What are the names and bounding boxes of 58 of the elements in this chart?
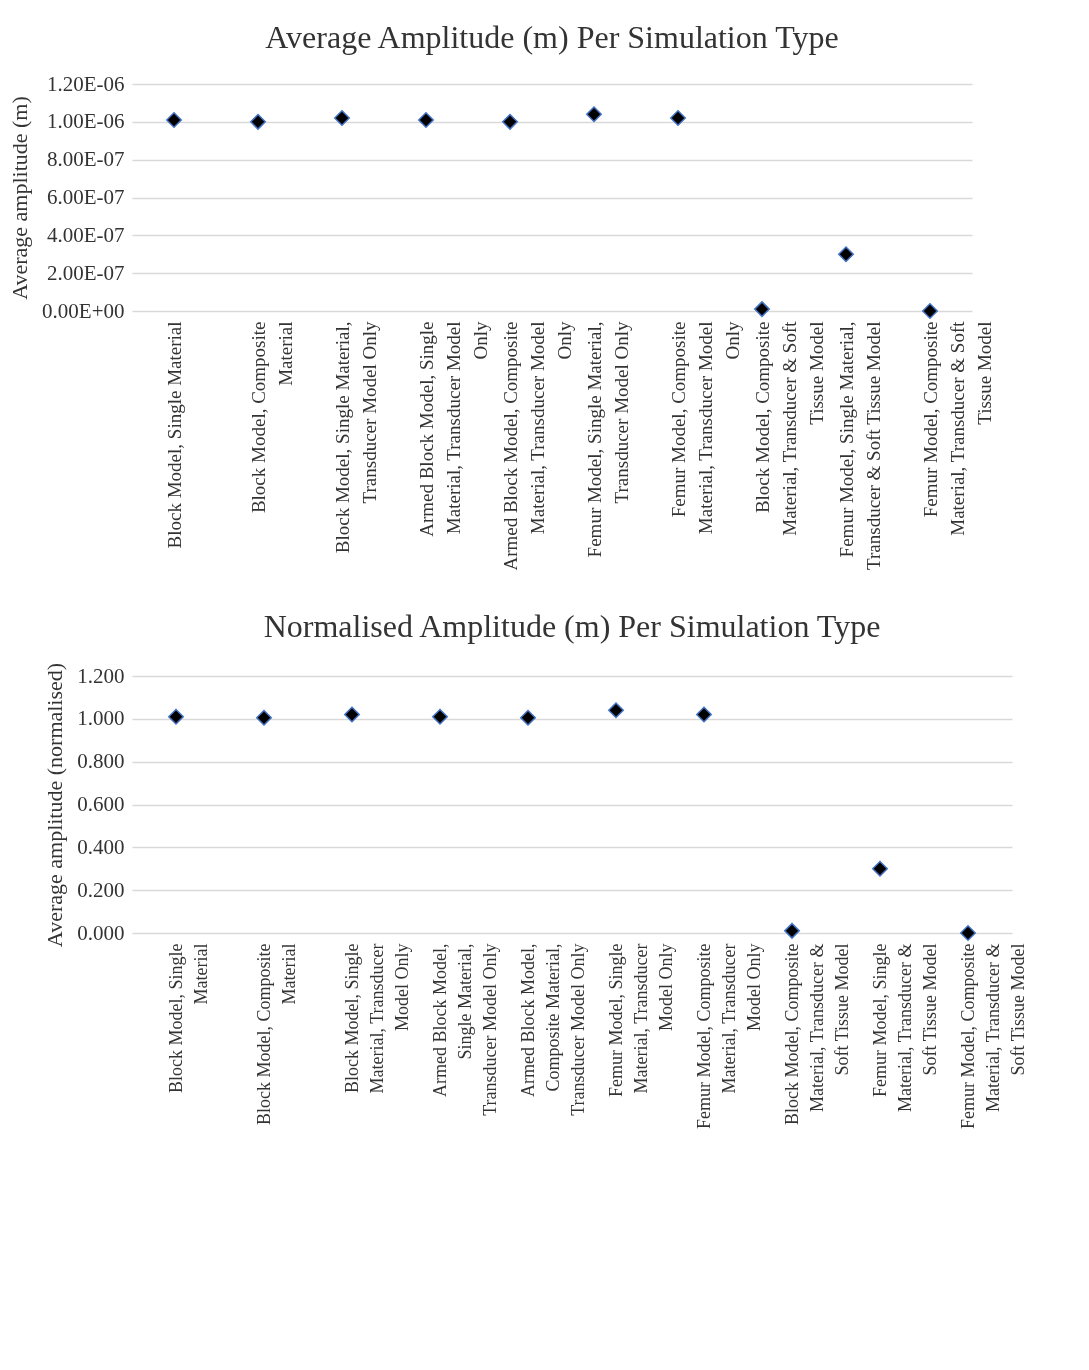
point (696, 706, 712, 723)
y-tick-label: 6.00E-07 (46, 185, 125, 209)
y-tick-label: 0.200 (77, 877, 125, 902)
point (754, 301, 770, 318)
x-tick-label: Femur Model, Single Material, Transducer Model Only (605, 943, 676, 1097)
x-tick-label: Block Model, Single Material (165, 943, 211, 1093)
point (838, 246, 854, 263)
x-tick-label: Femur Model, Single Material, Transducer & Soft Tissue Model (835, 321, 884, 570)
point (334, 110, 350, 127)
y-tick-label: 8.00E-07 (46, 147, 125, 172)
point (256, 709, 272, 726)
x-tick-label: Armed Block Model, Single Material, Transducer Model Only (415, 321, 491, 537)
point (520, 709, 536, 726)
point (960, 925, 976, 941)
point (670, 110, 686, 127)
y-tick-label: 0.000 (77, 920, 125, 945)
x-tick-label: Femur Model, Composite Material, Transducer Model Only (667, 321, 743, 535)
x-tick-label: Block Model, Composite Material (253, 943, 299, 1125)
point (586, 106, 602, 123)
point (502, 113, 518, 130)
point (168, 708, 184, 725)
point (166, 111, 182, 128)
y-tick-label: 4.00E-07 (46, 222, 125, 247)
x-tick-label: Block Model, Single Material, Transducer Model Only (341, 943, 412, 1094)
y-tick-label: 2.00E-07 (46, 260, 125, 285)
y-tick-label: 0.400 (77, 834, 125, 859)
point (418, 111, 434, 128)
x-tick-label: Armed Block Model, Single Material, Transducer Model Only (429, 943, 500, 1116)
point (250, 113, 266, 130)
x-tick-label: Femur Model, Single Material, Transducer Model Only (583, 321, 632, 558)
y-tick-label: 1.20E-06 (46, 71, 125, 96)
point (608, 702, 624, 719)
y-axis-title: Average amplitude (m) (7, 96, 33, 300)
x-tick-label: Armed Block Model, Composite Material, Transducer Model Only (499, 321, 575, 571)
y-axis-title: Average amplitude (normalised) (42, 662, 68, 948)
y-tick-label: 1.000 (77, 706, 125, 731)
x-tick-label: Femur Model, Single Material, Transducer & Soft Tissue Model (869, 943, 940, 1112)
chart-title: Normalised Amplitude (m) Per Simulation Type (263, 608, 881, 645)
y-tick-label: 0.00E+00 (42, 298, 125, 323)
x-tick-label: Femur Model, Composite Material, Transducer & Soft Tissue Model (919, 320, 995, 536)
x-tick-label: Armed Block Model, Composite Material, Transducer Model Only (517, 943, 588, 1116)
x-tick-label: Femur Model, Composite Material, Transducer Model Only (693, 943, 764, 1129)
point (922, 303, 938, 319)
y-tick-label: 1.00E-06 (46, 109, 125, 134)
point (784, 922, 800, 939)
x-tick-label: Femur Model, Composite Material, Transducer & Soft Tissue Model (957, 943, 1028, 1129)
chart-title: Average Amplitude (m) Per Simulation Type (265, 19, 839, 55)
x-tick-label: Block Model, Composite Material, Transducer & Soft Tissue Model (751, 320, 827, 536)
point (872, 860, 888, 877)
x-tick-label: Block Model, Single Material, Transducer Model Only (331, 321, 380, 554)
y-tick-label: 0.800 (77, 749, 125, 774)
x-tick-label: Block Model, Single Material (163, 321, 185, 549)
point (432, 708, 448, 725)
y-tick-label: 0.600 (77, 792, 125, 816)
point (344, 706, 360, 723)
x-tick-label: Block Model, Composite Material (247, 321, 296, 514)
y-tick-label: 1.200 (77, 663, 125, 688)
x-tick-label: Block Model, Composite Material, Transducer & Soft Tissue Model (781, 943, 852, 1125)
